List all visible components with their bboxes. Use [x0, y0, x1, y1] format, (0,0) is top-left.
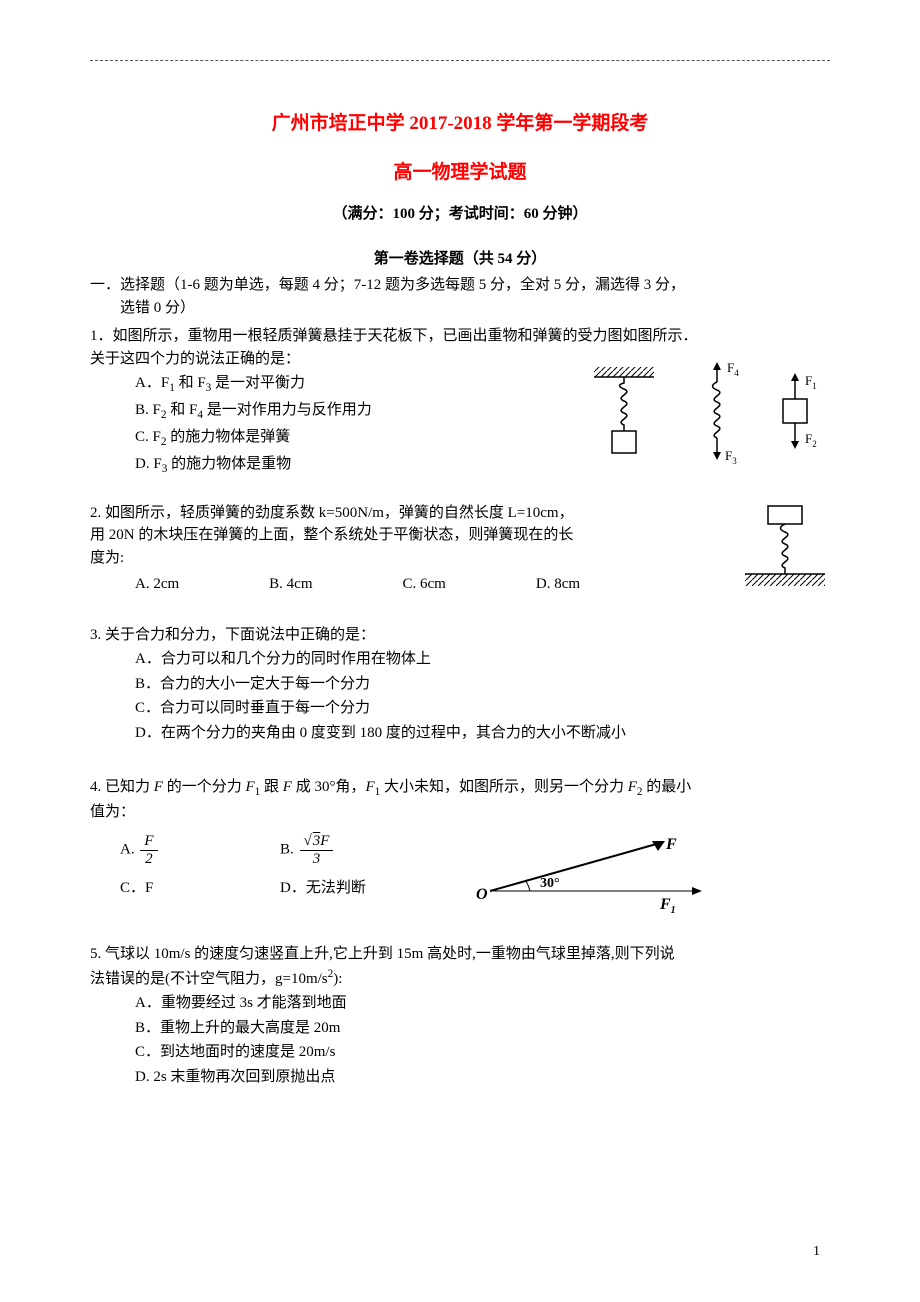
title-line-2: 高一物理学试题 [90, 159, 830, 188]
page-number: 1 [813, 1241, 820, 1262]
section-1-title: 第一卷选择题（共 54 分） [90, 248, 830, 271]
q1-opt-d: D. F3 的施力物体是重物 [135, 453, 569, 478]
q2-opt-d: D. 8cm [536, 573, 580, 596]
q1-figures: F4 F3 F1 F2 [589, 360, 830, 470]
q4-options: A. F2 B. √3F 3 C．F D．无法判断 [90, 833, 440, 900]
q3-options: A．合力可以和几个分力的同时作用在物体上 B．合力的大小一定大于每一个分力 C．… [90, 648, 830, 744]
instr-a: 一．选择题（1-6 题为单选，每题 4 分；7-12 题为多选每题 5 分，全对… [90, 277, 685, 293]
q1-fig-block-icon: F1 F2 [775, 365, 830, 465]
svg-text:30°: 30° [540, 876, 560, 891]
q4-opt-b: B. √3F 3 [280, 833, 440, 867]
q2-opt-b: B. 4cm [269, 573, 312, 596]
q5-stem-1: 5. 气球以 10m/s 的速度匀速竖直上升,它上升到 15m 高处时,一重物由… [90, 943, 830, 966]
top-rule [90, 60, 830, 61]
q4-stem-line2: 值为： [90, 801, 830, 824]
q1-fig-spring-icon: F4 F3 [687, 360, 747, 470]
question-2: 2. 如图所示，轻质弹簧的劲度系数 k=500N/m，弹簧的自然长度 L=10c… [90, 502, 830, 602]
q5-opt-a: A．重物要经过 3s 才能落到地面 [135, 992, 830, 1015]
q1-options: A．F1 和 F3 是一对平衡力 B. F2 和 F4 是一对作用力与反作用力 … [90, 370, 569, 480]
title-line-1: 广州市培正中学 2017-2018 学年第一学期段考 [90, 110, 830, 139]
q5-opt-b: B．重物上升的最大高度是 20m [135, 1017, 830, 1040]
q3-opt-a: A．合力可以和几个分力的同时作用在物体上 [135, 648, 830, 671]
q1-fig-ceiling-icon [589, 365, 659, 465]
question-4: 4. 已知力 F 的一个分力 F1 跟 F 成 30°角，F1 大小未知，如图所… [90, 776, 830, 913]
q4-figure-icon: O 30° F F1 [470, 833, 720, 913]
q5-opt-c: C．到达地面时的速度是 20m/s [135, 1041, 830, 1064]
svg-text:F3: F3 [725, 448, 737, 466]
q4-stem-line1: 4. 已知力 F 的一个分力 F1 跟 F 成 30°角，F1 大小未知，如图所… [90, 776, 830, 801]
q2-options: A. 2cm B. 4cm C. 6cm D. 8cm [90, 573, 720, 596]
svg-text:F1: F1 [805, 373, 817, 391]
q2-stem-3: 度为: [90, 547, 720, 570]
q3-opt-b: B．合力的大小一定大于每一个分力 [135, 673, 830, 696]
svg-text:F1: F1 [659, 896, 676, 913]
q2-opt-a: A. 2cm [135, 573, 179, 596]
svg-text:F: F [665, 836, 677, 853]
svg-text:F4: F4 [727, 360, 739, 378]
q2-stem-2: 用 20N 的木块压在弹簧的上面，整个系统处于平衡状态，则弹簧现在的长 [90, 524, 720, 547]
q1-opt-b: B. F2 和 F4 是一对作用力与反作用力 [135, 399, 569, 424]
q1-opt-a: A．F1 和 F3 是一对平衡力 [135, 372, 569, 397]
q3-opt-d: D．在两个分力的夹角由 0 度变到 180 度的过程中，其合力的大小不断减小 [135, 722, 830, 745]
svg-text:F2: F2 [805, 431, 817, 449]
question-3: 3. 关于合力和分力，下面说法中正确的是： A．合力可以和几个分力的同时作用在物… [90, 624, 830, 745]
question-5: 5. 气球以 10m/s 的速度匀速竖直上升,它上升到 15m 高处时,一重物由… [90, 943, 830, 1088]
q1-stem-1: 1．如图所示，重物用一根轻质弹簧悬挂于天花板下，已画出重物和弹簧的受力图如图所示… [90, 325, 830, 348]
q3-stem: 3. 关于合力和分力，下面说法中正确的是： [90, 624, 830, 647]
q4-opt-d: D．无法判断 [280, 877, 440, 900]
page: 广州市培正中学 2017-2018 学年第一学期段考 高一物理学试题 （满分：1… [0, 0, 920, 1302]
section-1-instr: 一．选择题（1-6 题为单选，每题 4 分；7-12 题为多选每题 5 分，全对… [90, 274, 830, 319]
q2-figure-icon [740, 502, 830, 602]
q1-opt-c: C. F2 的施力物体是弹簧 [135, 426, 569, 451]
q5-options: A．重物要经过 3s 才能落到地面 B．重物上升的最大高度是 20m C．到达地… [90, 992, 830, 1088]
q2-stem-1: 2. 如图所示，轻质弹簧的劲度系数 k=500N/m，弹簧的自然长度 L=10c… [90, 502, 720, 525]
instr-b: 选错 0 分） [120, 300, 195, 316]
meta-line: （满分：100 分；考试时间：60 分钟） [90, 203, 830, 226]
q4-opt-a: A. F2 [120, 833, 280, 867]
q5-stem-2: 法错误的是(不计空气阻力，g=10m/s2): [90, 966, 830, 991]
q2-opt-c: C. 6cm [403, 573, 446, 596]
svg-text:O: O [476, 886, 488, 903]
q5-opt-d: D. 2s 末重物再次回到原抛出点 [135, 1066, 830, 1089]
question-1: 1．如图所示，重物用一根轻质弹簧悬挂于天花板下，已画出重物和弹簧的受力图如图所示… [90, 325, 830, 480]
q3-opt-c: C．合力可以同时垂直于每一个分力 [135, 697, 830, 720]
q4-opt-c: C．F [120, 877, 280, 900]
